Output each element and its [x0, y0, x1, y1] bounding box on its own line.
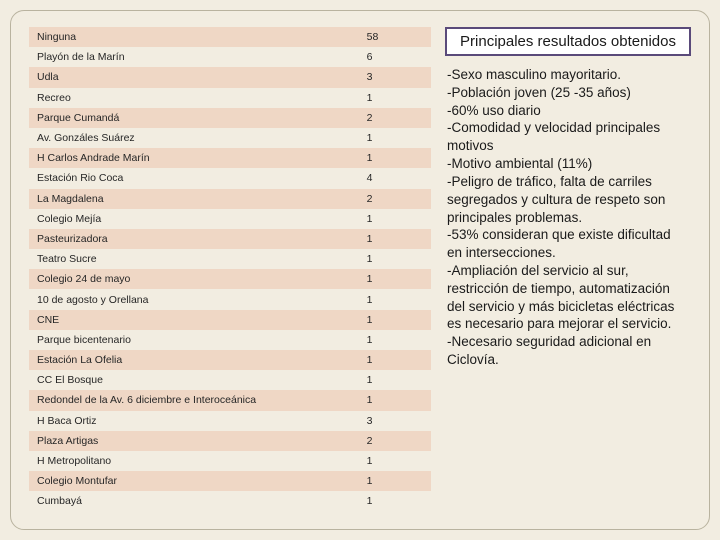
table-row: La Magdalena2 [29, 189, 431, 209]
table-row: Playón de la Marín6 [29, 47, 431, 67]
table-row: Ninguna58 [29, 27, 431, 47]
results-title: Principales resultados obtenidos [460, 33, 676, 50]
stations-table-wrap: Ninguna58Playón de la Marín6Udla3Recreo1… [29, 27, 431, 515]
result-line: -53% consideran que existe dificultad en… [447, 226, 689, 262]
table-row: Estación La Ofelia1 [29, 350, 431, 370]
station-name-cell: Parque bicentenario [29, 330, 359, 350]
results-list: -Sexo masculino mayoritario.-Población j… [445, 66, 691, 369]
station-value-cell: 6 [359, 47, 431, 67]
table-row: Parque Cumandá2 [29, 108, 431, 128]
station-name-cell: Estación Rio Coca [29, 168, 359, 188]
station-value-cell: 58 [359, 27, 431, 47]
station-value-cell: 4 [359, 168, 431, 188]
station-value-cell: 1 [359, 370, 431, 390]
table-row: Pasteurizadora1 [29, 229, 431, 249]
station-name-cell: Colegio Mejía [29, 209, 359, 229]
station-name-cell: Playón de la Marín [29, 47, 359, 67]
results-title-box: Principales resultados obtenidos [445, 27, 691, 56]
table-row: CC El Bosque1 [29, 370, 431, 390]
station-name-cell: Av. Gonzáles Suárez [29, 128, 359, 148]
station-value-cell: 1 [359, 350, 431, 370]
station-name-cell: H Carlos Andrade Marín [29, 148, 359, 168]
station-name-cell: Teatro Sucre [29, 249, 359, 269]
station-value-cell: 1 [359, 88, 431, 108]
table-row: Cumbayá1 [29, 491, 431, 511]
station-name-cell: Colegio 24 de mayo [29, 269, 359, 289]
result-line: -Ampliación del servicio al sur, restric… [447, 262, 689, 333]
station-value-cell: 1 [359, 229, 431, 249]
station-name-cell: Udla [29, 67, 359, 87]
table-row: Teatro Sucre1 [29, 249, 431, 269]
station-name-cell: Plaza Artigas [29, 431, 359, 451]
station-value-cell: 1 [359, 128, 431, 148]
page-frame: Ninguna58Playón de la Marín6Udla3Recreo1… [10, 10, 710, 530]
station-value-cell: 2 [359, 189, 431, 209]
result-line: -Población joven (25 -35 años) [447, 84, 689, 102]
table-row: Redondel de la Av. 6 diciembre e Interoc… [29, 390, 431, 410]
station-name-cell: H Baca Ortiz [29, 411, 359, 431]
table-row: Plaza Artigas2 [29, 431, 431, 451]
result-line: -Necesario seguridad adicional en Ciclov… [447, 333, 689, 369]
station-value-cell: 1 [359, 249, 431, 269]
content-row: Ninguna58Playón de la Marín6Udla3Recreo1… [29, 27, 691, 515]
result-line: -Peligro de tráfico, falta de carriles s… [447, 173, 689, 226]
station-value-cell: 1 [359, 451, 431, 471]
station-value-cell: 3 [359, 67, 431, 87]
station-name-cell: Ninguna [29, 27, 359, 47]
table-row: H Baca Ortiz3 [29, 411, 431, 431]
station-value-cell: 1 [359, 390, 431, 410]
table-row: Udla3 [29, 67, 431, 87]
result-line: -Motivo ambiental (11%) [447, 155, 689, 173]
table-row: H Carlos Andrade Marín1 [29, 148, 431, 168]
table-row: H Metropolitano1 [29, 451, 431, 471]
station-name-cell: Colegio Montufar [29, 471, 359, 491]
station-value-cell: 1 [359, 330, 431, 350]
table-row: Parque bicentenario1 [29, 330, 431, 350]
station-value-cell: 1 [359, 491, 431, 511]
table-row: 10 de agosto y Orellana1 [29, 289, 431, 309]
station-name-cell: Recreo [29, 88, 359, 108]
station-name-cell: H Metropolitano [29, 451, 359, 471]
result-line: -Sexo masculino mayoritario. [447, 66, 689, 84]
table-row: Recreo1 [29, 88, 431, 108]
station-value-cell: 1 [359, 310, 431, 330]
station-name-cell: La Magdalena [29, 189, 359, 209]
station-value-cell: 1 [359, 289, 431, 309]
station-value-cell: 1 [359, 471, 431, 491]
station-name-cell: CC El Bosque [29, 370, 359, 390]
station-value-cell: 1 [359, 209, 431, 229]
station-name-cell: 10 de agosto y Orellana [29, 289, 359, 309]
table-row: Av. Gonzáles Suárez1 [29, 128, 431, 148]
station-name-cell: CNE [29, 310, 359, 330]
table-row: Colegio Montufar1 [29, 471, 431, 491]
station-value-cell: 3 [359, 411, 431, 431]
station-value-cell: 2 [359, 431, 431, 451]
station-value-cell: 2 [359, 108, 431, 128]
stations-table: Ninguna58Playón de la Marín6Udla3Recreo1… [29, 27, 431, 512]
table-row: Colegio Mejía1 [29, 209, 431, 229]
station-name-cell: Estación La Ofelia [29, 350, 359, 370]
station-value-cell: 1 [359, 269, 431, 289]
station-name-cell: Cumbayá [29, 491, 359, 511]
table-row: Estación Rio Coca4 [29, 168, 431, 188]
table-row: CNE1 [29, 310, 431, 330]
table-row: Colegio 24 de mayo1 [29, 269, 431, 289]
result-line: -60% uso diario [447, 102, 689, 120]
result-line: -Comodidad y velocidad principales motiv… [447, 119, 689, 155]
station-value-cell: 1 [359, 148, 431, 168]
station-name-cell: Redondel de la Av. 6 diciembre e Interoc… [29, 390, 359, 410]
right-column: Principales resultados obtenidos -Sexo m… [445, 27, 691, 515]
station-name-cell: Parque Cumandá [29, 108, 359, 128]
station-name-cell: Pasteurizadora [29, 229, 359, 249]
